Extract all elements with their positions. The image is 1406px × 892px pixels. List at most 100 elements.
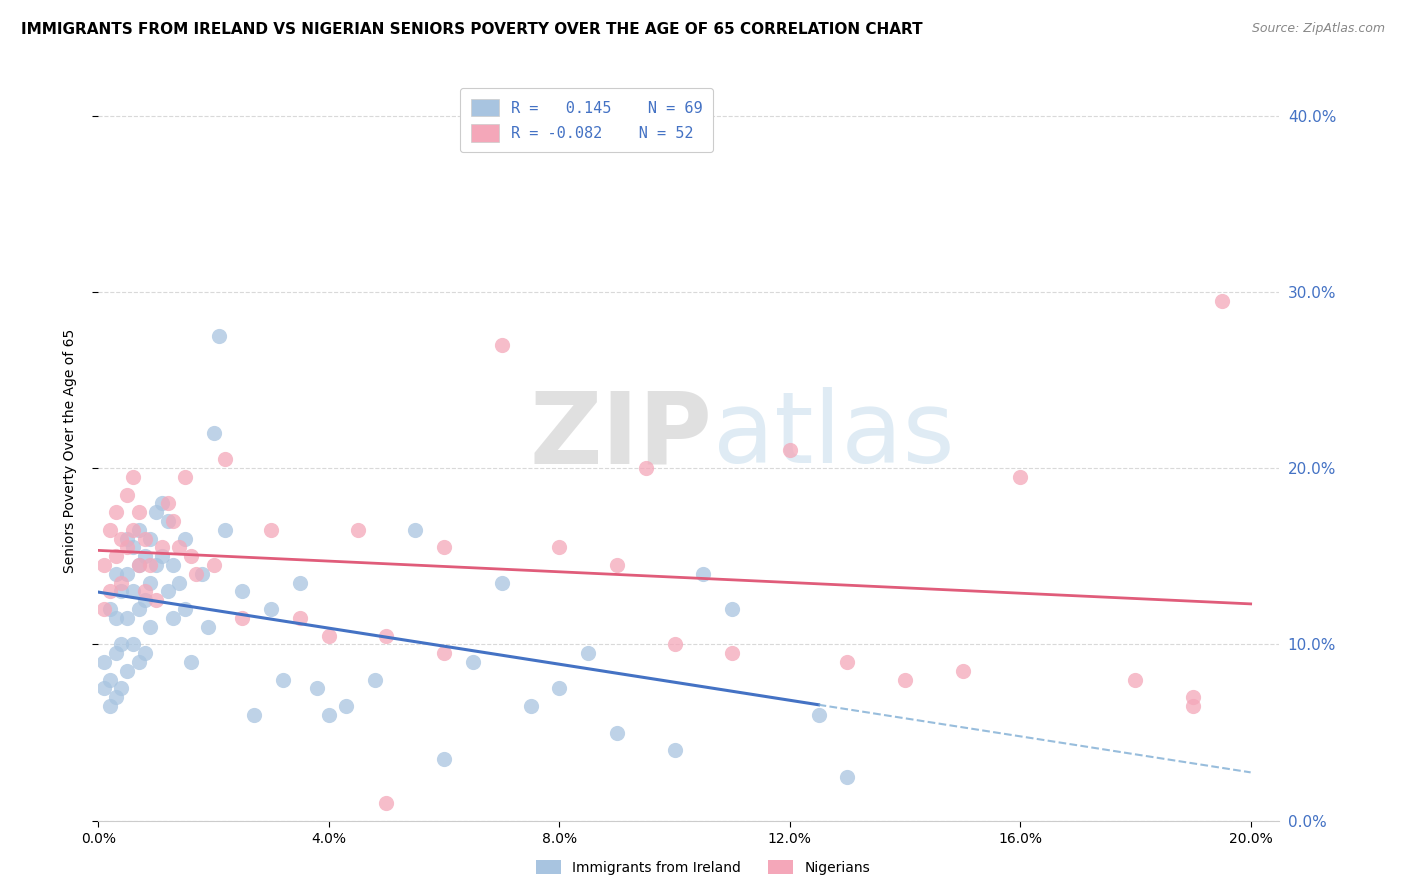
Point bbox=[110, 681, 132, 696]
Point bbox=[634, 461, 657, 475]
Point bbox=[145, 593, 167, 607]
Point bbox=[202, 558, 225, 572]
Point bbox=[134, 593, 156, 607]
Legend: Immigrants from Ireland, Nigerians: Immigrants from Ireland, Nigerians bbox=[530, 855, 876, 880]
Point bbox=[122, 584, 145, 599]
Point bbox=[122, 523, 145, 537]
Point bbox=[191, 566, 214, 581]
Point bbox=[110, 637, 132, 651]
Point bbox=[1182, 699, 1205, 714]
Point bbox=[318, 707, 340, 722]
Point bbox=[104, 566, 127, 581]
Point bbox=[122, 470, 145, 484]
Point bbox=[122, 637, 145, 651]
Point bbox=[139, 620, 162, 634]
Point bbox=[491, 575, 513, 590]
Point bbox=[318, 628, 340, 642]
Text: ZIP: ZIP bbox=[530, 387, 713, 484]
Point bbox=[104, 611, 127, 625]
Point bbox=[197, 620, 219, 634]
Point bbox=[122, 541, 145, 555]
Point bbox=[404, 523, 426, 537]
Text: IMMIGRANTS FROM IRELAND VS NIGERIAN SENIORS POVERTY OVER THE AGE OF 65 CORRELATI: IMMIGRANTS FROM IRELAND VS NIGERIAN SENI… bbox=[21, 22, 922, 37]
Point bbox=[180, 549, 202, 564]
Point bbox=[576, 646, 599, 660]
Point bbox=[150, 549, 173, 564]
Point bbox=[145, 505, 167, 519]
Point bbox=[150, 496, 173, 510]
Point bbox=[1125, 673, 1147, 687]
Point bbox=[167, 541, 190, 555]
Point bbox=[807, 707, 830, 722]
Point bbox=[162, 514, 184, 528]
Point bbox=[173, 470, 195, 484]
Point bbox=[606, 558, 628, 572]
Point bbox=[721, 602, 744, 616]
Point bbox=[692, 566, 714, 581]
Point bbox=[98, 673, 121, 687]
Point bbox=[491, 337, 513, 351]
Point bbox=[93, 558, 115, 572]
Point bbox=[548, 541, 571, 555]
Point bbox=[837, 770, 859, 784]
Point bbox=[134, 646, 156, 660]
Point bbox=[461, 655, 484, 669]
Point bbox=[1182, 690, 1205, 705]
Point bbox=[115, 532, 138, 546]
Point bbox=[433, 752, 456, 766]
Point bbox=[115, 541, 138, 555]
Point bbox=[1211, 293, 1233, 308]
Point bbox=[104, 646, 127, 660]
Point bbox=[128, 655, 150, 669]
Point bbox=[115, 611, 138, 625]
Point bbox=[98, 602, 121, 616]
Point bbox=[93, 655, 115, 669]
Point bbox=[375, 796, 398, 810]
Point bbox=[173, 532, 195, 546]
Point bbox=[307, 681, 329, 696]
Point bbox=[260, 523, 283, 537]
Point bbox=[208, 329, 231, 343]
Point bbox=[128, 523, 150, 537]
Point bbox=[128, 558, 150, 572]
Point bbox=[231, 611, 253, 625]
Point bbox=[134, 549, 156, 564]
Point bbox=[156, 496, 179, 510]
Point bbox=[162, 611, 184, 625]
Point bbox=[93, 681, 115, 696]
Point bbox=[231, 584, 253, 599]
Point bbox=[128, 602, 150, 616]
Point bbox=[156, 584, 179, 599]
Point bbox=[260, 602, 283, 616]
Point bbox=[134, 532, 156, 546]
Point bbox=[433, 541, 456, 555]
Point bbox=[128, 558, 150, 572]
Point bbox=[664, 743, 686, 757]
Point bbox=[98, 699, 121, 714]
Point bbox=[156, 514, 179, 528]
Point bbox=[98, 584, 121, 599]
Point bbox=[214, 523, 236, 537]
Point bbox=[139, 575, 162, 590]
Point bbox=[115, 566, 138, 581]
Point bbox=[1010, 470, 1032, 484]
Point bbox=[173, 602, 195, 616]
Point bbox=[779, 443, 801, 458]
Text: Source: ZipAtlas.com: Source: ZipAtlas.com bbox=[1251, 22, 1385, 36]
Point bbox=[104, 690, 127, 705]
Point bbox=[167, 575, 190, 590]
Point bbox=[837, 655, 859, 669]
Point bbox=[139, 558, 162, 572]
Point bbox=[162, 558, 184, 572]
Point bbox=[433, 646, 456, 660]
Point bbox=[98, 523, 121, 537]
Point bbox=[115, 664, 138, 678]
Point bbox=[288, 611, 311, 625]
Legend: R =   0.145    N = 69, R = -0.082    N = 52: R = 0.145 N = 69, R = -0.082 N = 52 bbox=[460, 88, 713, 153]
Y-axis label: Seniors Poverty Over the Age of 65: Seniors Poverty Over the Age of 65 bbox=[63, 328, 77, 573]
Point bbox=[104, 505, 127, 519]
Point bbox=[335, 699, 357, 714]
Point bbox=[202, 425, 225, 440]
Point bbox=[115, 487, 138, 501]
Point bbox=[721, 646, 744, 660]
